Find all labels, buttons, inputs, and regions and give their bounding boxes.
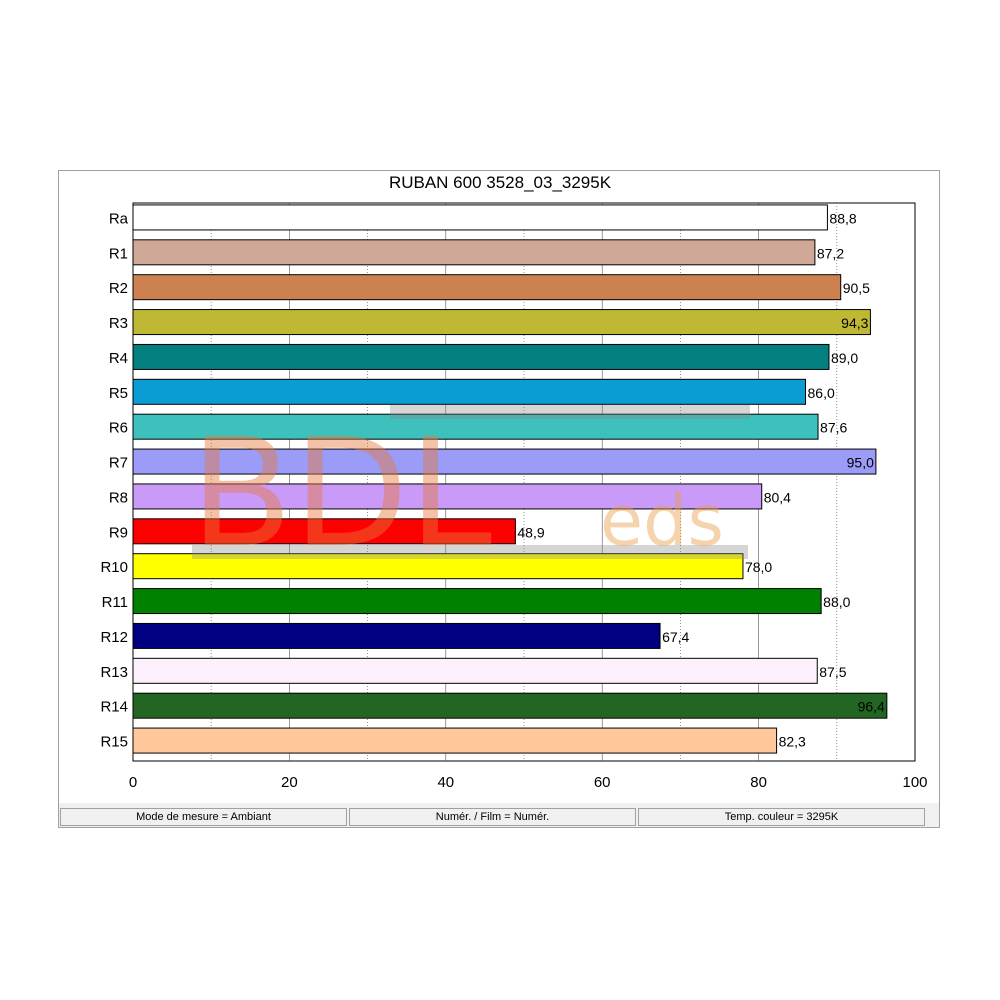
bar bbox=[132, 378, 807, 405]
bar bbox=[132, 518, 516, 545]
value-label: 94,3 bbox=[841, 315, 868, 331]
bar bbox=[132, 727, 778, 754]
value-label: 88,8 bbox=[829, 210, 856, 226]
bar-chart: Ra 88,8 R1 87,2 R2 90,5 R3 94,3 R4 89,0 R5 86,0 R6 87… bbox=[100, 202, 928, 791]
value-label: 78,0 bbox=[745, 559, 772, 575]
status-numeric-film: Numér. / Film = Numér. bbox=[349, 808, 636, 826]
category-label: R8 bbox=[109, 489, 128, 506]
chart-title: RUBAN 600 3528_03_3295K bbox=[388, 173, 612, 192]
category-label: R12 bbox=[100, 629, 128, 646]
bar bbox=[132, 483, 763, 510]
bar bbox=[132, 204, 828, 231]
bar bbox=[132, 413, 819, 440]
value-label: 87,2 bbox=[817, 245, 844, 261]
category-label: R4 bbox=[109, 350, 128, 367]
category-label: R5 bbox=[109, 385, 128, 402]
category-label: R3 bbox=[109, 315, 128, 332]
value-label: 88,0 bbox=[823, 594, 850, 610]
value-label: 87,5 bbox=[819, 664, 846, 680]
x-tick-label: 40 bbox=[437, 774, 454, 791]
bar bbox=[132, 343, 830, 370]
bar bbox=[132, 239, 816, 266]
category-label: R9 bbox=[109, 524, 128, 541]
chart-window: RUBAN 600 3528_03_3295K Ra 88,8 R1 87,2 R2 90… bbox=[58, 170, 940, 828]
value-label: 89,0 bbox=[831, 350, 858, 366]
value-label: 96,4 bbox=[858, 699, 885, 715]
x-tick-label: 0 bbox=[129, 774, 137, 791]
x-tick-label: 60 bbox=[594, 774, 611, 791]
status-bar: Mode de mesure = Ambiant Numér. / Film =… bbox=[59, 803, 939, 827]
value-label: 80,4 bbox=[764, 489, 791, 505]
status-measure-mode: Mode de mesure = Ambiant bbox=[60, 808, 347, 826]
value-label: 95,0 bbox=[847, 455, 874, 471]
category-label: R14 bbox=[100, 699, 128, 716]
category-label: R7 bbox=[109, 455, 128, 472]
bar bbox=[132, 553, 744, 580]
status-color-temp: Temp. couleur = 3295K bbox=[638, 808, 925, 826]
bar bbox=[132, 274, 842, 301]
x-tick-label: 20 bbox=[281, 774, 298, 791]
x-tick-label: 100 bbox=[902, 774, 927, 791]
value-label: 87,6 bbox=[820, 420, 847, 436]
bar bbox=[132, 692, 888, 719]
category-label: R1 bbox=[109, 245, 128, 262]
bar bbox=[132, 588, 822, 615]
bar bbox=[132, 622, 661, 649]
category-label: R11 bbox=[102, 594, 128, 611]
category-label: Ra bbox=[109, 210, 129, 227]
category-label: R13 bbox=[100, 664, 128, 681]
x-tick-label: 80 bbox=[750, 774, 767, 791]
value-label: 82,3 bbox=[779, 734, 806, 750]
category-label: R10 bbox=[100, 559, 128, 576]
value-label: 48,9 bbox=[517, 524, 544, 540]
value-label: 90,5 bbox=[843, 280, 870, 296]
bar bbox=[132, 657, 818, 684]
value-label: 67,4 bbox=[662, 629, 689, 645]
bar bbox=[132, 448, 877, 475]
category-label: R2 bbox=[109, 280, 128, 297]
category-label: R6 bbox=[109, 420, 128, 437]
bar bbox=[132, 309, 871, 336]
value-label: 86,0 bbox=[808, 385, 835, 401]
category-label: R15 bbox=[100, 734, 128, 751]
